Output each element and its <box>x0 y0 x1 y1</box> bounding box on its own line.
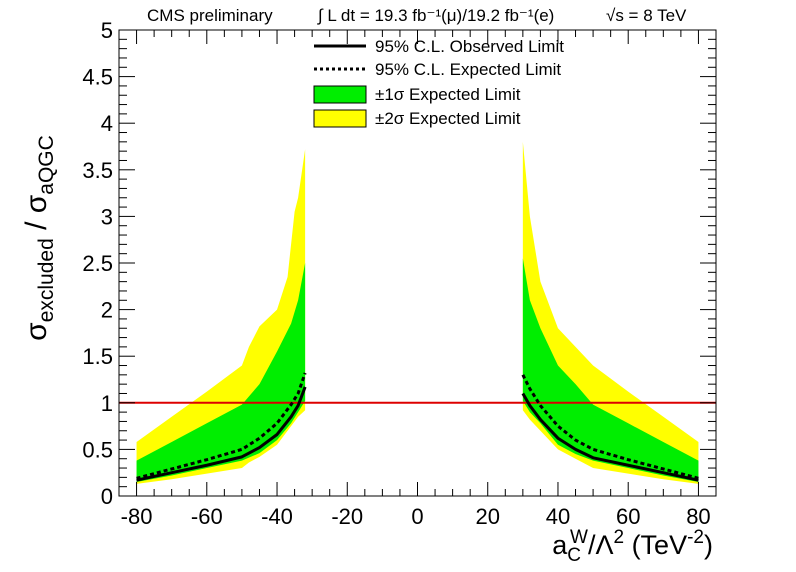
legend-observed-label: 95% C.L. Observed Limit <box>375 37 564 56</box>
x-tick-label: 60 <box>616 504 640 529</box>
y-tick-label: 4.5 <box>82 65 113 90</box>
y-tick-label: 2 <box>101 298 113 323</box>
legend: 95% C.L. Observed Limit 95% C.L. Expecte… <box>313 37 564 128</box>
x-tick-label: -40 <box>261 504 293 529</box>
y-tick-label: 0 <box>101 484 113 509</box>
expected-bands <box>136 141 699 484</box>
x-tick-label: 20 <box>475 504 499 529</box>
axis-ticks <box>118 29 717 497</box>
y-tick-label: 5 <box>101 18 113 43</box>
y-tick-label: 3 <box>101 204 113 229</box>
band1-band-negative <box>136 263 306 483</box>
y-tick-label: 0.5 <box>82 437 113 462</box>
x-tick-label: -60 <box>191 504 223 529</box>
observed-limit-line-negative <box>136 386 307 482</box>
x-tick-label: -20 <box>331 504 363 529</box>
observed-limit-line-positive <box>521 392 699 482</box>
y-tick-label: 2.5 <box>82 251 113 276</box>
expected-limit-line-negative <box>136 372 307 480</box>
y-tick-label: 1.5 <box>82 344 113 369</box>
luminosity-label: ∫ L dt = 19.3 fb⁻¹(μ)/19.2 fb⁻¹(e) <box>317 6 554 25</box>
legend-band1-swatch <box>313 85 367 104</box>
legend-band2-label: ±2σ Expected Limit <box>375 109 521 128</box>
y-tick-label: 3.5 <box>82 158 113 183</box>
band1-band-positive <box>522 258 699 483</box>
experiment-label: CMS preliminary <box>147 6 273 25</box>
x-tick-label: -80 <box>121 504 153 529</box>
y-axis-title: σexcluded / σaQGC <box>20 135 58 341</box>
x-tick-label: 80 <box>686 504 710 529</box>
y-tick-label: 1 <box>101 391 113 416</box>
energy-label: √s = 8 TeV <box>606 6 687 25</box>
legend-expected-label: 95% C.L. Expected Limit <box>375 60 561 79</box>
x-tick-label: 40 <box>546 504 570 529</box>
legend-band1-label: ±1σ Expected Limit <box>375 85 521 104</box>
x-axis-title: aCW/Λ2 (TeV-2) <box>552 527 713 566</box>
y-tick-label: 4 <box>101 111 113 136</box>
x-tick-label: 0 <box>411 504 423 529</box>
tick-labels: -80 -60 -40 -20 0 20 40 60 80 0 0.5 1 1.5 2 2.5 3 3.5 4 4.… <box>82 18 710 529</box>
limit-lines <box>136 372 699 482</box>
legend-band2-swatch <box>313 109 367 128</box>
expected-limit-line-positive <box>521 374 699 480</box>
